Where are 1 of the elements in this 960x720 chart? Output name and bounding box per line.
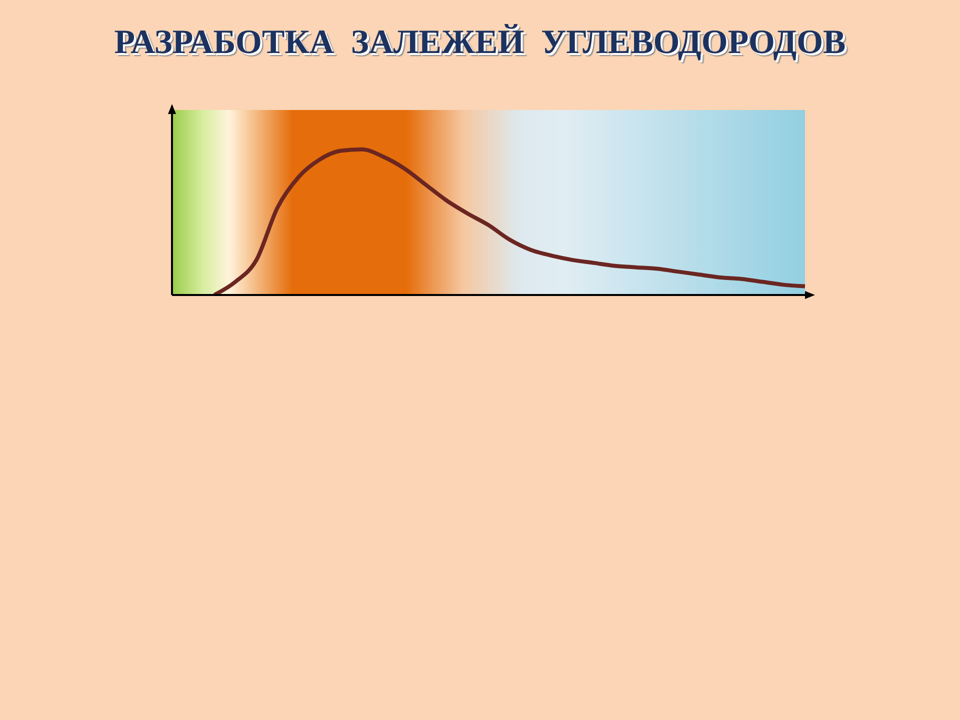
- chart-title: РАЗРАБОТКА ЗАЛЕЖЕЙ УГЛЕВОДОРОДОВ: [113, 24, 847, 62]
